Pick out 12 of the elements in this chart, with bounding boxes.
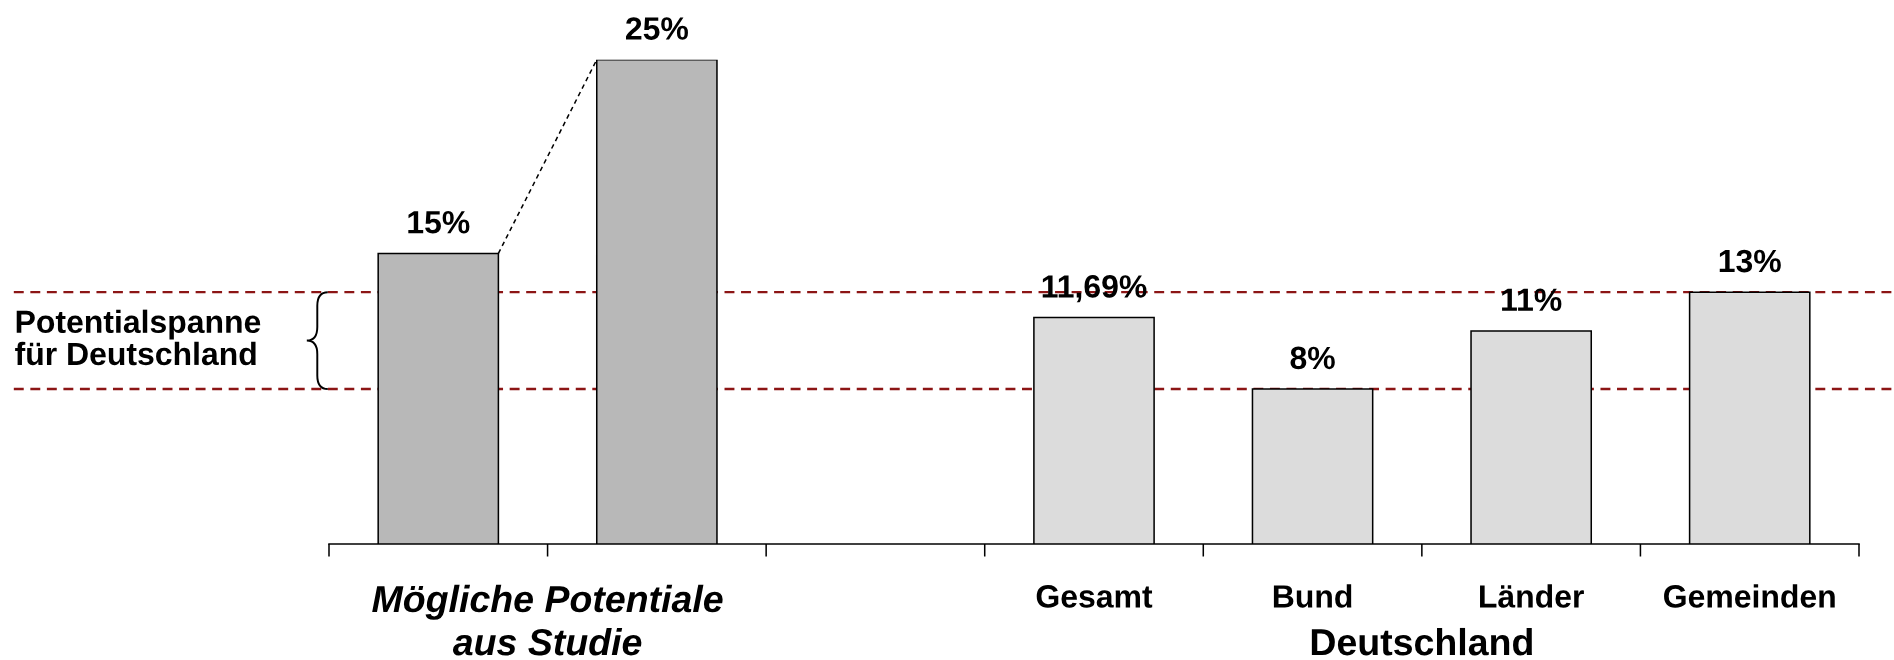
text: Mögliche Potentiale aus Studie [372, 584, 723, 656]
text: Potentialspanne für Deutschland [15, 309, 261, 366]
x-tick-label: Länder [1480, 584, 1584, 608]
data-label: 13% [1719, 249, 1781, 273]
text: Deutschland [1311, 627, 1532, 656]
x-tick-label: Gemeinden [1664, 584, 1835, 608]
data-label: 11% [1502, 288, 1562, 312]
x-tick-label: Gesamt [1036, 585, 1153, 608]
data-label: 8% [1290, 346, 1335, 370]
data-label: 25% [626, 17, 688, 40]
x-tick-label: Bund [1273, 584, 1352, 608]
data-label: 15% [408, 211, 470, 234]
